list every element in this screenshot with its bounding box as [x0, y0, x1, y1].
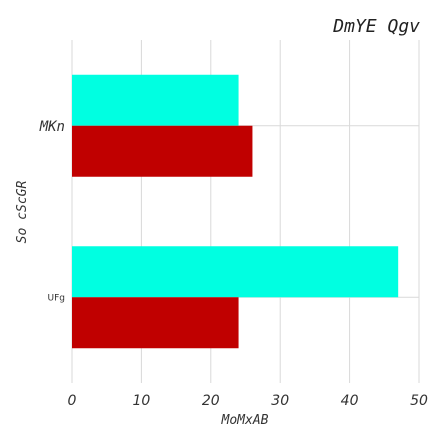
x-tick-label-3: 30	[271, 393, 289, 409]
bar-MKn-series-2	[72, 125, 253, 177]
x-tick-labels: 0 10 20 30 40 50	[68, 393, 428, 409]
category-labels: MKn UFg	[39, 119, 65, 304]
bar-UFg-series-1	[72, 246, 399, 298]
x-tick-label-5: 50	[410, 393, 428, 409]
bar-UFg-series-2	[72, 297, 239, 349]
category-label-0: MKn	[39, 119, 65, 135]
x-axis-label: MoMxAB	[221, 413, 269, 428]
category-label-1: UFg	[48, 293, 65, 303]
chart-title: DmYE Qgv	[332, 16, 420, 37]
x-tick-label-0: 0	[68, 393, 77, 409]
x-tick-label-1: 10	[132, 393, 150, 409]
y-axis-label: So cScGR	[15, 181, 30, 244]
x-tick-label-4: 40	[341, 393, 359, 409]
bars	[72, 74, 399, 349]
bar-MKn-series-1	[72, 74, 239, 126]
x-tick-label-2: 20	[202, 393, 220, 409]
